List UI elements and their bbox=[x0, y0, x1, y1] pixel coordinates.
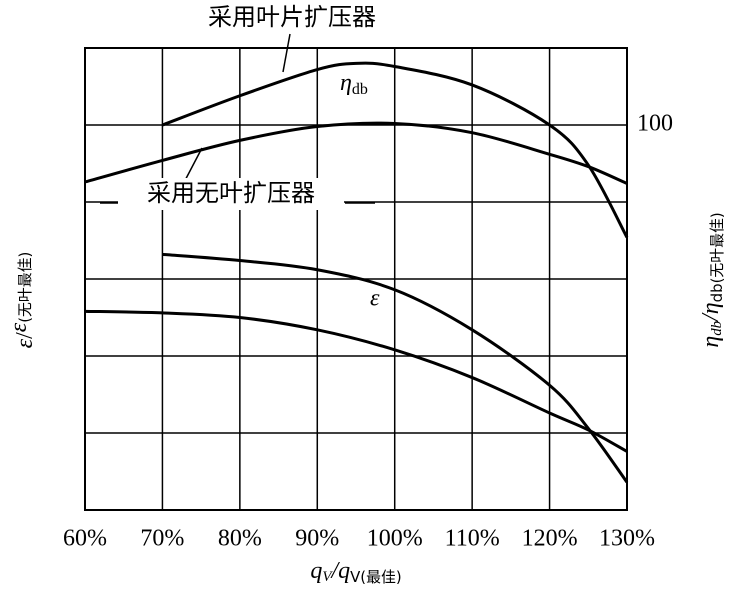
label-subscript: db bbox=[352, 81, 368, 98]
label-subscript: db(无叶最佳) bbox=[708, 212, 726, 302]
label-text: q bbox=[310, 558, 322, 584]
data-line bbox=[162, 252, 629, 484]
annotation: 采用叶片扩压器 bbox=[208, 3, 376, 31]
x-tick-label: 90% bbox=[295, 526, 339, 552]
x-tick-label: 100% bbox=[367, 526, 423, 552]
data-line bbox=[161, 61, 629, 239]
annotation: ε bbox=[370, 286, 380, 312]
label-text: /q bbox=[329, 558, 350, 584]
leader-line bbox=[282, 33, 291, 73]
axis-label: ηdb/ηdb(无叶最佳) bbox=[698, 212, 727, 347]
data-line bbox=[84, 121, 628, 185]
x-tick-label: 60% bbox=[63, 526, 107, 552]
label-subscript: (无叶最佳) bbox=[16, 252, 34, 323]
axis-label: ε/ε(无叶最佳) bbox=[6, 252, 38, 349]
x-tick-label: 130% bbox=[599, 526, 655, 552]
label-subscript: db bbox=[709, 321, 725, 336]
label-text: ε bbox=[12, 338, 38, 348]
label-subscript: / bbox=[12, 332, 38, 339]
x-tick-label: 80% bbox=[218, 526, 262, 552]
x-tick-label: 110% bbox=[445, 526, 500, 552]
label-text: η bbox=[698, 336, 724, 348]
label-text: η bbox=[340, 70, 352, 96]
y2-tick-label: 100 bbox=[637, 111, 673, 137]
axis-label: qV/qV(最佳) bbox=[310, 558, 401, 587]
label-bg bbox=[118, 178, 344, 210]
x-tick-label: 120% bbox=[522, 526, 578, 552]
label-text: ε bbox=[6, 322, 32, 332]
data-line bbox=[84, 309, 628, 453]
x-tick-label: 70% bbox=[140, 526, 184, 552]
annotation: 采用无叶扩压器 bbox=[147, 179, 315, 207]
label-subscript: V bbox=[322, 569, 333, 585]
label-text: /η bbox=[698, 302, 724, 323]
label-subscript: V(最佳) bbox=[350, 568, 402, 586]
annotation: ηdb bbox=[340, 70, 368, 98]
